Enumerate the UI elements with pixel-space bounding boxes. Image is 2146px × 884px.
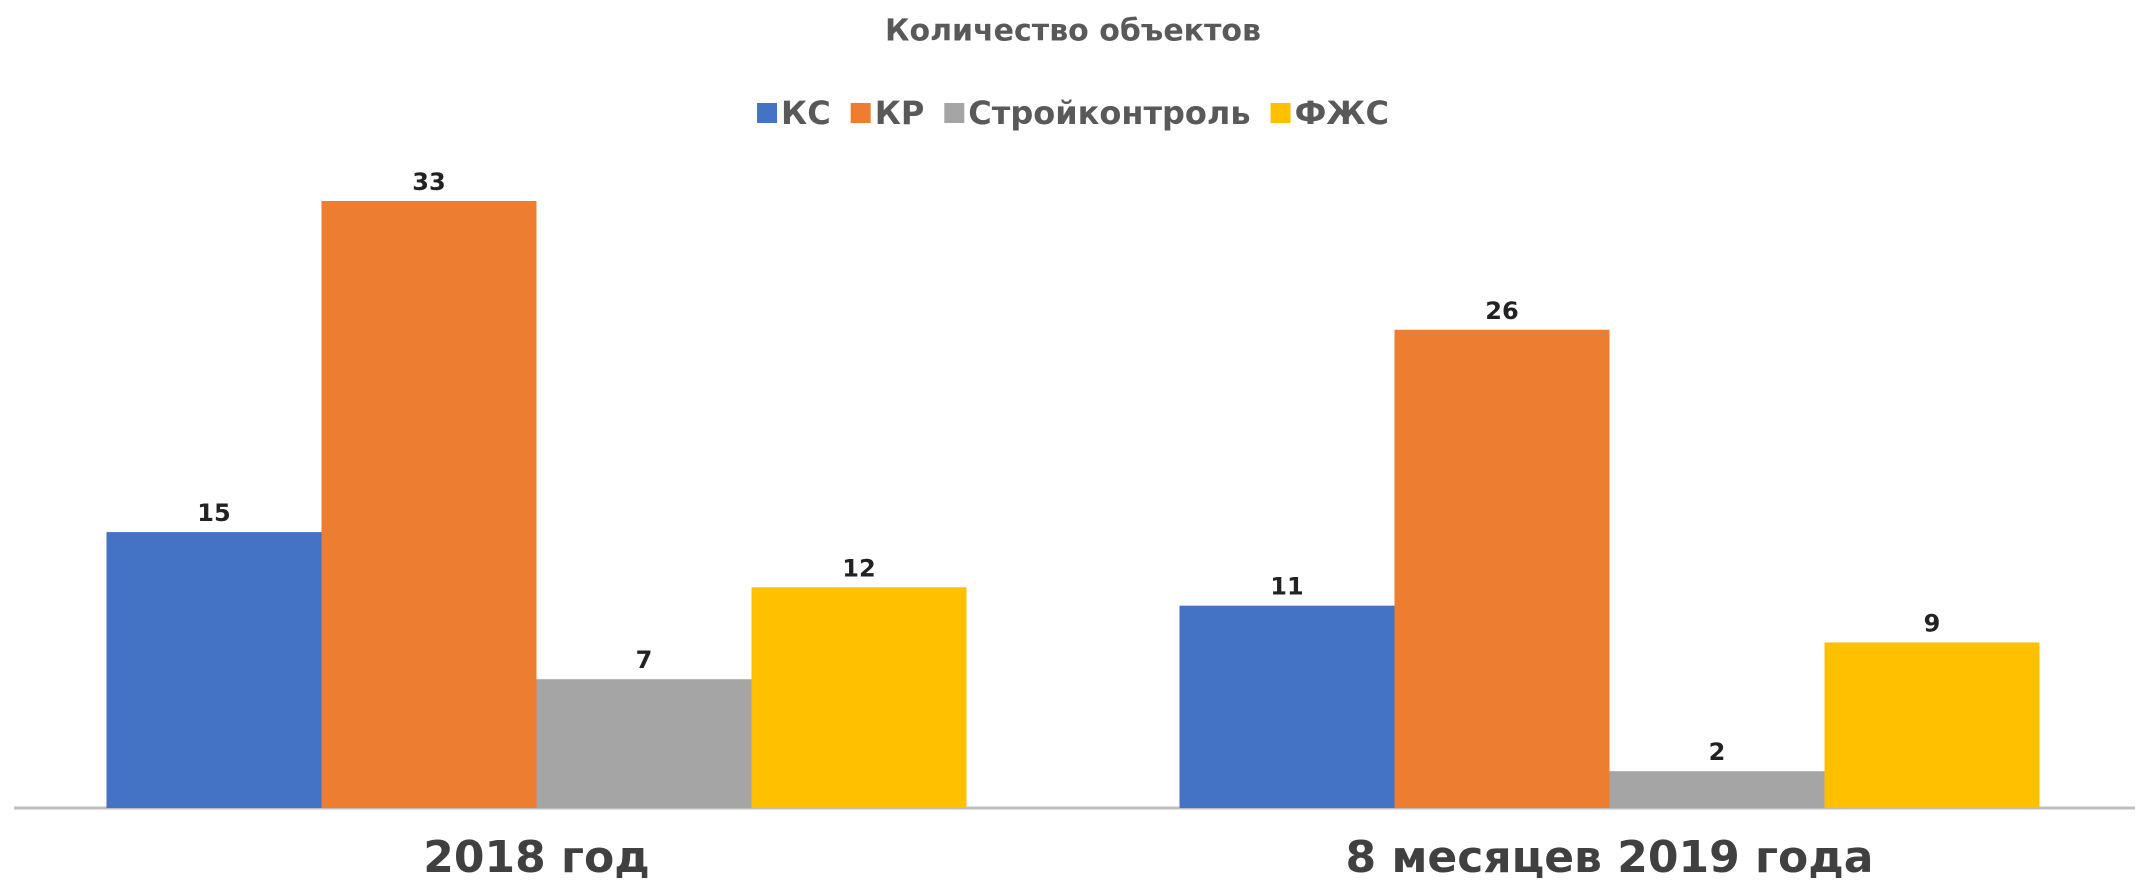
data-label: 15 [197, 499, 230, 527]
x-tick-label: 8 месяцев 2019 года [1346, 832, 1874, 883]
chart-title: Количество объектов [885, 14, 1261, 49]
legend-swatch [1270, 103, 1291, 123]
legend-swatch [850, 103, 871, 123]
legend-label: КС [781, 94, 831, 132]
data-label: 33 [412, 168, 445, 196]
legend-label: ФЖС [1295, 94, 1389, 132]
bar [1394, 329, 1610, 808]
x-tick-label: 2018 год [423, 832, 650, 883]
data-label: 9 [1924, 609, 1941, 637]
legend-label: КР [875, 94, 925, 132]
data-label: 11 [1270, 573, 1303, 601]
legend-label: Стройконтроль [968, 94, 1250, 132]
bar [1609, 771, 1825, 808]
bar [1179, 605, 1395, 808]
legend-swatch [757, 103, 778, 123]
bar [751, 587, 967, 808]
data-label: 2 [1709, 738, 1726, 766]
bar [1824, 642, 2040, 808]
data-label: 12 [842, 554, 875, 582]
bar [106, 532, 322, 808]
legend-swatch [944, 103, 965, 123]
bar [321, 201, 537, 808]
bar [536, 679, 752, 808]
data-label: 7 [636, 646, 653, 674]
data-label: 26 [1485, 297, 1518, 325]
